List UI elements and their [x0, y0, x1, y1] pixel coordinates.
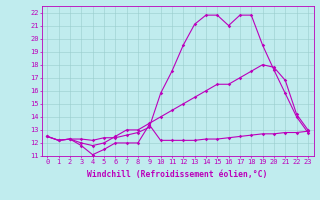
X-axis label: Windchill (Refroidissement éolien,°C): Windchill (Refroidissement éolien,°C) — [87, 170, 268, 179]
